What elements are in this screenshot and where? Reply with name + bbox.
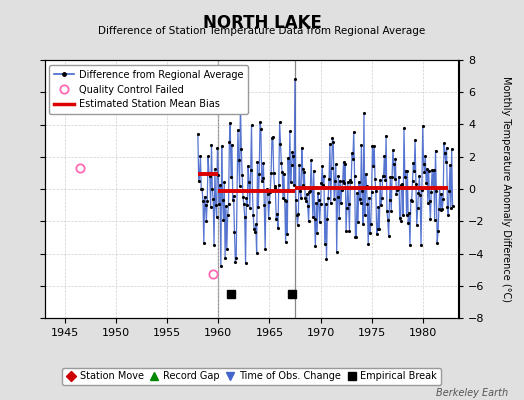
Legend: Station Move, Record Gap, Time of Obs. Change, Empirical Break: Station Move, Record Gap, Time of Obs. C…: [62, 368, 441, 385]
Text: NORTH LAKE: NORTH LAKE: [203, 14, 321, 32]
Text: Difference of Station Temperature Data from Regional Average: Difference of Station Temperature Data f…: [99, 26, 425, 36]
Y-axis label: Monthly Temperature Anomaly Difference (°C): Monthly Temperature Anomaly Difference (…: [501, 76, 511, 302]
Text: Berkeley Earth: Berkeley Earth: [436, 388, 508, 398]
